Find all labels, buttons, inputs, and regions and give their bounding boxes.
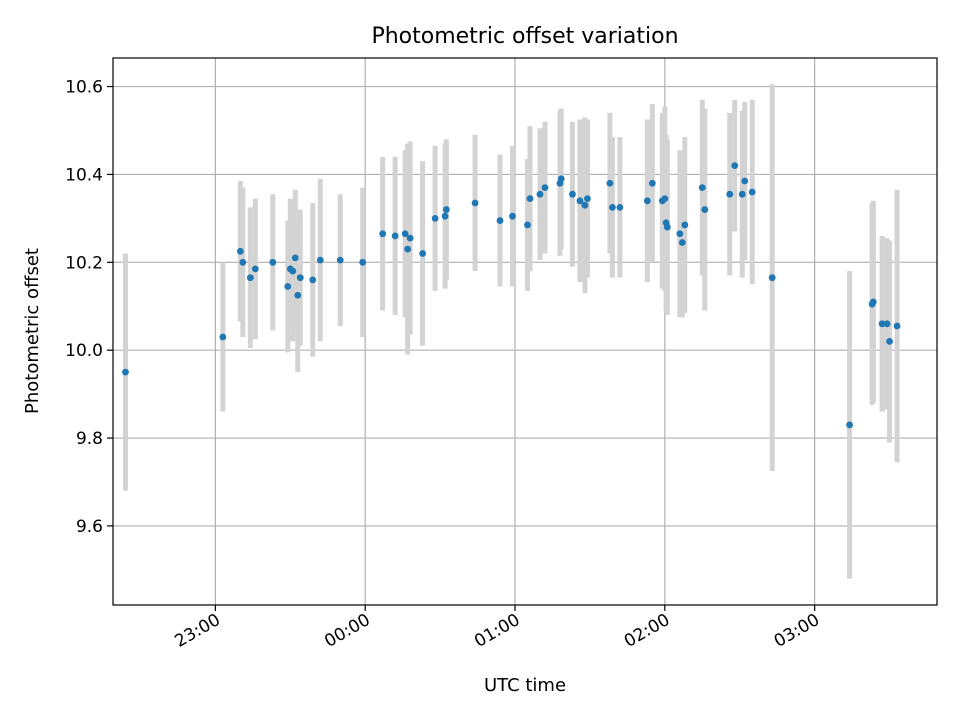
x-axis: 23:00 00:00 01:00 02:00 03:00 — [171, 605, 823, 652]
chart-title: Photometric offset variation — [371, 24, 678, 49]
data-point — [569, 190, 576, 198]
plot-frame — [112, 57, 938, 606]
data-point — [541, 184, 549, 192]
x-tick-label: 23:00 — [171, 610, 223, 652]
y-tick-label: 10.6 — [65, 78, 103, 98]
data-point — [294, 291, 302, 299]
data-point — [557, 175, 565, 183]
data-point — [471, 199, 479, 207]
data-point — [576, 197, 584, 205]
y-tick-label: 10.2 — [65, 253, 103, 273]
x-tick-label: 03:00 — [771, 610, 823, 652]
data-point — [606, 179, 614, 187]
x-axis-label: UTC time — [484, 675, 566, 696]
y-tick-label: 9.6 — [76, 517, 103, 537]
data-point — [246, 274, 254, 282]
grid-lines — [113, 58, 937, 605]
data-point — [663, 223, 671, 231]
y-tick-label: 9.8 — [76, 429, 103, 449]
data-point — [886, 337, 893, 345]
data-point — [284, 283, 292, 290]
data-point — [738, 190, 746, 198]
data-point — [681, 221, 689, 229]
data-point — [239, 258, 247, 266]
data-point — [524, 221, 531, 229]
data-point — [316, 256, 324, 264]
data-point — [581, 201, 589, 209]
data-point — [431, 214, 439, 222]
data-point — [236, 247, 244, 255]
y-tick-label: 10.0 — [65, 341, 103, 361]
data-point — [289, 267, 297, 275]
data-point — [676, 230, 684, 238]
data-point — [251, 265, 259, 273]
data-point — [616, 203, 624, 211]
data-point — [291, 254, 299, 262]
data-point — [608, 203, 616, 211]
data-point — [441, 212, 449, 220]
data-point — [442, 206, 450, 213]
data-point — [536, 190, 544, 198]
data-point — [648, 179, 656, 187]
data-point — [731, 162, 739, 170]
data-point — [883, 320, 891, 328]
data-point — [401, 230, 409, 238]
error-bars — [122, 84, 900, 579]
data-point — [726, 190, 734, 198]
data-point — [893, 322, 901, 330]
data-point — [869, 298, 877, 306]
y-tick-label: 10.4 — [65, 165, 103, 185]
data-point — [768, 274, 776, 282]
data-points — [122, 162, 901, 429]
data-point — [584, 195, 591, 202]
data-point — [419, 250, 427, 257]
x-tick-label: 01:00 — [471, 610, 523, 652]
data-point — [309, 276, 317, 284]
x-tick-label: 02:00 — [621, 610, 673, 652]
data-point — [526, 195, 534, 202]
data-point — [219, 333, 227, 341]
x-tick-label: 00:00 — [321, 610, 373, 652]
data-point — [741, 177, 749, 185]
data-point — [379, 230, 387, 238]
data-point — [698, 184, 706, 192]
data-point — [269, 258, 277, 266]
y-axis: 9.6 9.8 10.0 10.2 10.4 10.6 — [65, 78, 113, 537]
data-point — [678, 239, 686, 246]
data-point — [404, 245, 412, 253]
data-point — [509, 212, 516, 220]
data-point — [406, 234, 414, 242]
data-point — [359, 258, 367, 266]
data-point — [296, 274, 304, 282]
data-point — [391, 232, 399, 240]
data-point — [661, 195, 669, 202]
data-point — [336, 256, 344, 264]
data-point — [496, 217, 504, 224]
data-point — [846, 421, 854, 429]
data-point — [643, 197, 651, 205]
data-point — [122, 368, 129, 376]
data-point — [748, 188, 756, 196]
data-point — [878, 320, 886, 328]
y-axis-label: Photometric offset — [22, 248, 43, 414]
data-point — [701, 206, 709, 213]
